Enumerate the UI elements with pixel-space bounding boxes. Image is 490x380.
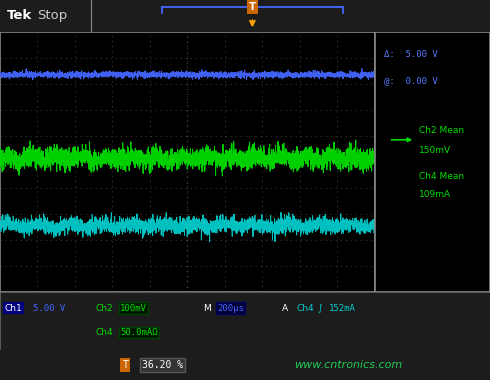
- Text: 152mA: 152mA: [329, 304, 356, 313]
- Text: M: M: [203, 304, 211, 313]
- Text: Ch2: Ch2: [96, 304, 113, 313]
- Text: 150mV: 150mV: [418, 146, 451, 155]
- Text: Ch4: Ch4: [296, 304, 314, 313]
- Text: Stop: Stop: [37, 9, 67, 22]
- Text: Δ:  5.00 V: Δ: 5.00 V: [384, 50, 438, 59]
- Text: 36.20 %: 36.20 %: [142, 360, 183, 370]
- Text: A: A: [282, 304, 288, 313]
- Text: Ch1: Ch1: [5, 304, 23, 313]
- Text: 200μs: 200μs: [217, 304, 244, 313]
- Text: 109mA: 109mA: [418, 190, 451, 199]
- Text: ∫: ∫: [317, 304, 322, 313]
- Text: 100mV: 100mV: [120, 304, 147, 313]
- Text: T: T: [249, 2, 256, 12]
- Text: www.cntronics.com: www.cntronics.com: [294, 360, 402, 370]
- Text: Ch2 Mean: Ch2 Mean: [418, 126, 464, 135]
- Text: Ch4: Ch4: [96, 328, 113, 337]
- Text: Ch4 Mean: Ch4 Mean: [418, 172, 464, 180]
- Text: 5.00 V: 5.00 V: [33, 304, 66, 313]
- Text: T: T: [122, 360, 128, 370]
- Text: @:  0.00 V: @: 0.00 V: [384, 76, 438, 85]
- Text: Tek: Tek: [7, 9, 33, 22]
- Text: 50.0mAΩ: 50.0mAΩ: [120, 328, 158, 337]
